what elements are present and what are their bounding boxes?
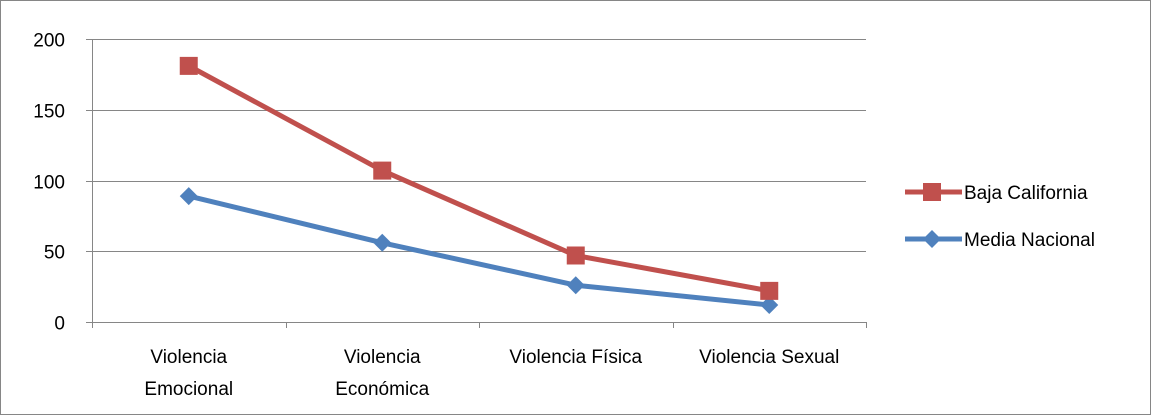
y-tick-label: 100 xyxy=(33,173,65,194)
series-1 xyxy=(179,187,779,315)
legend-item: Baja California xyxy=(905,183,1088,204)
y-tick-label: 0 xyxy=(54,314,65,335)
legend-label: Media Nacional xyxy=(964,230,1095,251)
data-point xyxy=(566,246,585,265)
data-point xyxy=(373,161,392,180)
x-tick-label: Violencia Sexual xyxy=(699,347,839,368)
gridlines xyxy=(92,39,866,252)
legend-label: Baja California xyxy=(964,183,1088,204)
data-point xyxy=(179,56,198,75)
x-tick-label: Violencia Física xyxy=(509,347,642,368)
legend: Baja California Media Nacional xyxy=(905,183,1095,251)
series-layer xyxy=(179,56,779,315)
data-point xyxy=(760,296,779,315)
legend-marker xyxy=(923,230,941,248)
series-line xyxy=(186,193,772,308)
data-point xyxy=(373,233,392,252)
x-tick-label: Violencia Económica xyxy=(335,347,429,400)
y-tick-label: 50 xyxy=(44,243,65,264)
series-0 xyxy=(179,56,779,300)
legend-item: Media Nacional xyxy=(905,230,1095,251)
axes: 0 50 100 150 200 Violencia Emocional Violencia E… xyxy=(33,31,867,400)
x-tick-label: Violencia Emocional xyxy=(144,347,233,400)
data-point xyxy=(760,281,779,300)
y-tick-label: 200 xyxy=(33,31,65,52)
legend-marker xyxy=(923,183,941,201)
y-tick-label: 150 xyxy=(33,102,65,123)
series-line xyxy=(186,63,772,294)
data-point xyxy=(179,187,198,206)
data-point xyxy=(566,276,585,295)
